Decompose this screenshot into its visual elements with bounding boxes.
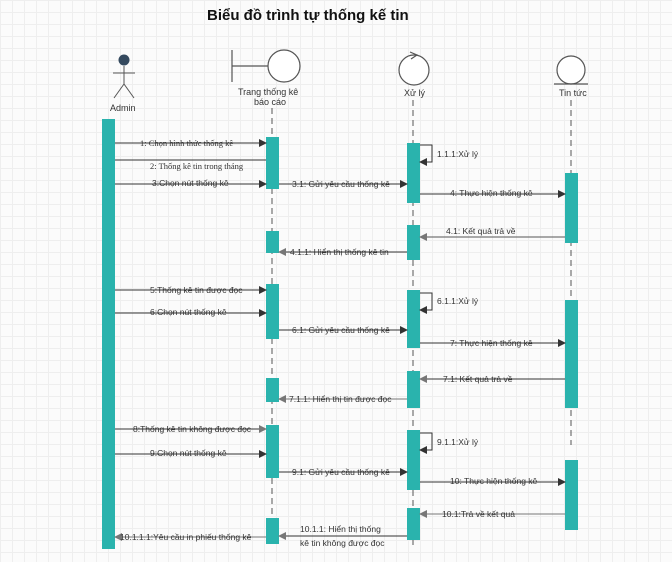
activations [102,119,578,549]
activation-tintuc [565,173,578,243]
activation-ui [266,518,279,544]
control-icon [398,51,430,86]
message-label-3-1: 3.1: Gửi yêu cầu thống kê [292,179,390,189]
message-labels: 1: Chọn hình thức thống kê 2: Thống kê t… [120,138,538,548]
message-label-2: 2: Thống kê tin trong tháng [150,161,244,171]
diagram-title: Biểu đồ trình tự thống kế tin [207,7,409,24]
activation-ui [266,378,279,402]
message-label-3: 3:Chọn nút thống kê [152,178,229,188]
actor-icon [113,54,135,99]
message-label-1: 1: Chọn hình thức thống kê [140,138,233,148]
participant-label-xuly: Xử lý [404,88,426,98]
message-label-10-1-1-1: 10.1.1.1:Yêu cầu in phiếu thống kê [120,532,252,542]
activation-tintuc [565,300,578,408]
entity-icon [554,55,588,85]
participant-label-ui-line2: báo cáo [254,97,286,107]
activation-ui [266,231,279,253]
participant-label-admin: Admin [110,103,136,113]
message-self-9-1-1 [419,432,433,454]
message-label-6-1: 6.1: Gửi yêu cầu thống kê [292,325,390,335]
activation-ui [266,284,279,339]
message-label-10-1: 10.1:Trả về kết quả [442,509,515,519]
participant-label-ui: Trang thống kê [238,87,298,97]
message-label-9: 9:Chọn nút thống kê [150,448,227,458]
message-label-9-1: 9.1: Gửi yêu cầu thống kê [292,467,390,477]
activation-xuly [407,508,420,540]
boundary-icon [231,49,301,83]
activation-ui [266,425,279,478]
activation-xuly [407,290,420,348]
message-label-9-1-1: 9.1.1:Xử lý [437,437,479,447]
message-label-6: 6:Chọn nút thống kê [150,307,227,317]
message-label-7: 7: Thực hiện thống kê [450,338,533,348]
message-label-8: 8:Thống kê tin không được đọc [133,424,252,434]
activation-xuly [407,225,420,260]
activation-xuly [407,143,420,203]
message-label-10: 10: Thực hiện thống kê [450,476,538,486]
activation-xuly [407,371,420,408]
activation-xuly [407,430,420,490]
activation-admin [102,119,115,549]
message-label-10-1-1: 10.1.1: Hiển thị thống [300,524,381,534]
message-label-1-1-1: 1.1.1:Xử lý [437,149,479,159]
message-label-6-1-1: 6.1.1:Xử lý [437,296,479,306]
activation-ui [266,137,279,189]
message-label-4-1: 4.1: Kết quả trả về [446,226,516,236]
message-self-6-1-1 [419,292,433,314]
message-label-4-1-1: 4.1.1: Hiển thị thống kê tin [290,247,389,257]
message-label-4: 4: Thực hiện thống kê [450,188,533,198]
message-label-10-1-1-line2: kê tin không được đọc [300,538,385,548]
message-label-5: 5:Thống kê tin được đọc [150,285,243,295]
message-label-7-1: 7.1: Kết quả trả về [443,374,513,384]
participant-label-tintuc: Tin tức [559,88,587,98]
message-label-7-1-1: 7.1.1: Hiển thị tin được đọc [289,394,392,404]
activation-tintuc [565,460,578,530]
message-self-1-1-1 [419,144,433,166]
